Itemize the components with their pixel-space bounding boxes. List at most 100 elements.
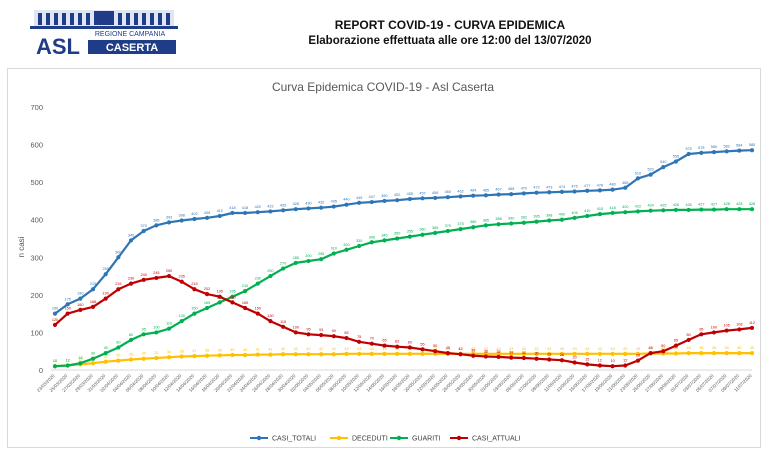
data-point-casi-attuali xyxy=(382,343,387,348)
series-guariti: 1012183045608095100110130150165180195210… xyxy=(53,202,755,369)
legend-marker-casi-attuali xyxy=(456,435,462,441)
data-label-casi-attuali: 95 xyxy=(306,327,310,331)
data-label-guariti: 12 xyxy=(66,358,70,362)
data-label-deceduti: 43 xyxy=(623,347,627,351)
data-label-casi-totali: 584 xyxy=(736,144,742,148)
data-label-guariti: 10 xyxy=(53,359,57,363)
data-point-guariti xyxy=(737,207,742,212)
data-point-guariti xyxy=(65,363,70,368)
legend-label-casi-totali: CASI_TOTALI xyxy=(272,436,316,443)
data-label-guariti: 410 xyxy=(584,209,590,213)
data-point-deceduti xyxy=(509,351,514,356)
data-label-guariti: 340 xyxy=(369,235,375,239)
series-casi-totali: 150 175 190 215 255 300 345 370 385 393 398 402 405 4… xyxy=(52,143,755,316)
data-label-casi-totali: 464 xyxy=(470,189,476,193)
data-label-casi-totali: 447 xyxy=(369,195,375,199)
data-point-casi-attuali xyxy=(737,327,742,332)
data-label-deceduti: 44 xyxy=(649,346,653,350)
data-point-casi-attuali xyxy=(433,349,438,354)
data-point-guariti xyxy=(635,209,641,214)
data-point-guariti xyxy=(433,230,438,235)
data-point-casi-attuali xyxy=(559,358,565,363)
chart-frame xyxy=(7,68,761,448)
data-point-casi-attuali xyxy=(483,354,488,359)
data-label-casi-totali: 440 xyxy=(343,198,349,202)
data-label-casi-attuali: 15 xyxy=(585,357,589,361)
data-label-casi-attuali: 70 xyxy=(370,337,374,341)
data-label-guariti: 400 xyxy=(559,213,565,217)
data-label-casi-attuali: 10 xyxy=(610,359,614,363)
data-label-casi-attuali: 12 xyxy=(598,358,602,362)
data-point-casi-totali xyxy=(90,287,96,292)
data-label-casi-attuali: 20 xyxy=(572,355,576,359)
data-label-casi-attuali: 112 xyxy=(749,321,755,325)
data-label-casi-totali: 520 xyxy=(647,168,653,172)
data-label-deceduti: 22 xyxy=(104,355,108,359)
data-label-casi-attuali: 55 xyxy=(420,342,424,346)
data-label-guariti: 427 xyxy=(698,203,704,207)
y-axis-label: n casi xyxy=(17,236,26,257)
data-point-casi-attuali xyxy=(65,311,70,316)
data-point-casi-attuali xyxy=(230,300,235,305)
data-point-casi-totali xyxy=(103,272,108,277)
data-point-deceduti xyxy=(103,359,108,364)
data-point-deceduti xyxy=(559,351,565,356)
data-label-deceduti: 42 xyxy=(332,347,336,351)
data-label-deceduti: 42 xyxy=(294,347,298,351)
data-point-guariti xyxy=(78,361,83,366)
data-point-guariti xyxy=(648,208,653,213)
data-label-casi-attuali: 95 xyxy=(699,327,703,331)
data-point-casi-totali xyxy=(699,150,704,155)
data-label-casi-attuali: 108 xyxy=(736,322,742,326)
data-label-deceduti: 43 xyxy=(636,347,640,351)
data-point-deceduti xyxy=(597,351,603,356)
data-label-guariti: 150 xyxy=(191,307,197,311)
data-label-casi-totali: 478 xyxy=(597,183,603,187)
data-label-guariti: 110 xyxy=(166,322,172,326)
data-point-guariti xyxy=(572,215,577,220)
data-label-casi-attuali: 26 xyxy=(560,353,564,357)
data-label-guariti: 415 xyxy=(597,207,603,211)
data-label-casi-totali: 575 xyxy=(685,147,691,151)
data-label-guariti: 330 xyxy=(356,239,362,243)
data-label-casi-totali: 473 xyxy=(546,185,552,189)
data-point-casi-totali xyxy=(255,210,260,215)
data-point-guariti xyxy=(154,330,159,335)
data-point-guariti xyxy=(369,240,374,245)
data-point-guariti xyxy=(623,210,628,215)
y-tick-label: 600 xyxy=(30,141,43,150)
data-point-casi-attuali xyxy=(154,275,159,281)
data-point-casi-attuali xyxy=(407,345,412,350)
data-label-guariti: 100 xyxy=(153,325,159,329)
data-label-deceduti: 45 xyxy=(712,346,716,350)
data-point-deceduti xyxy=(572,351,577,356)
logo-caserta-text: CASERTA xyxy=(106,42,158,54)
data-label-casi-attuali: 33 xyxy=(509,351,513,355)
data-point-casi-totali xyxy=(433,195,438,201)
data-label-casi-totali: 215 xyxy=(90,282,96,286)
data-point-casi-totali xyxy=(648,172,653,177)
data-label-casi-totali: 418 xyxy=(229,206,235,210)
series-line-casi-attuali xyxy=(54,275,753,368)
data-point-casi-attuali xyxy=(103,296,108,301)
data-point-casi-attuali xyxy=(331,334,336,339)
data-point-casi-totali xyxy=(661,165,666,170)
data-point-deceduti xyxy=(534,351,539,356)
data-point-casi-attuali xyxy=(306,332,311,337)
data-label-casi-attuali: 30 xyxy=(534,352,538,356)
data-label-deceduti: 43 xyxy=(395,347,399,351)
data-point-casi-attuali xyxy=(369,341,374,346)
data-point-deceduti xyxy=(141,356,146,361)
data-label-casi-attuali: 160 xyxy=(77,303,83,307)
data-point-casi-attuali xyxy=(242,305,248,311)
data-point-casi-totali xyxy=(179,218,184,223)
data-label-casi-attuali: 38 xyxy=(471,349,475,353)
data-point-deceduti xyxy=(699,350,704,356)
data-label-casi-totali: 450 xyxy=(381,194,387,198)
data-point-casi-totali xyxy=(420,196,425,201)
data-label-deceduti: 39 xyxy=(218,348,222,352)
data-point-casi-totali xyxy=(154,223,159,228)
data-point-casi-totali xyxy=(65,302,70,307)
data-label-deceduti: 40 xyxy=(230,348,234,352)
